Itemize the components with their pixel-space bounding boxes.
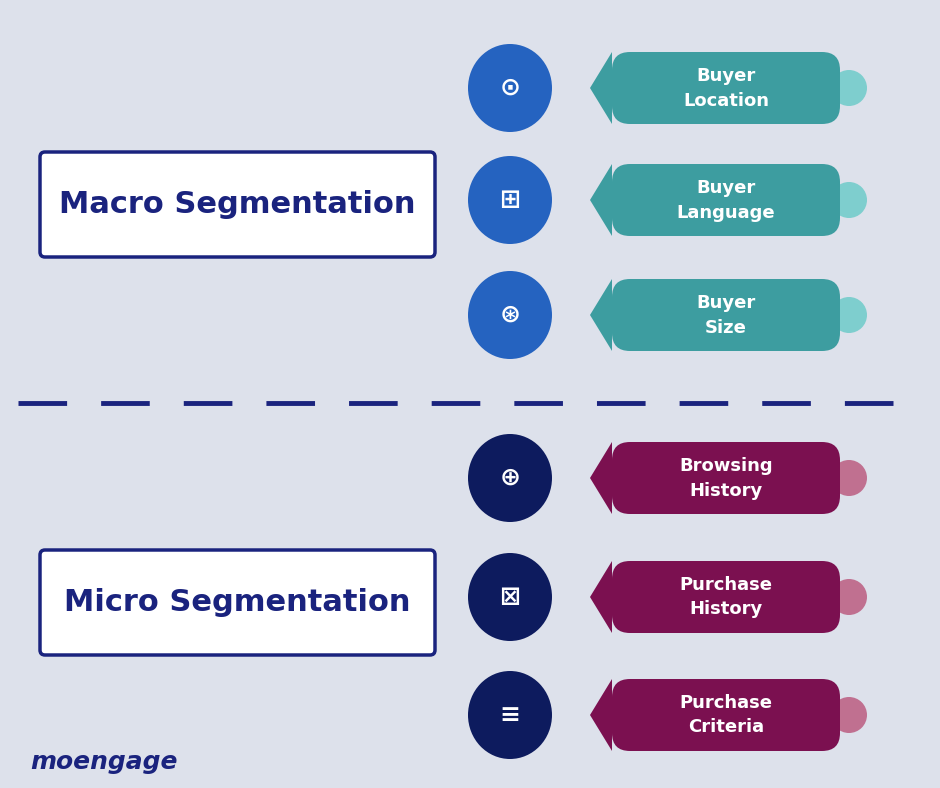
FancyBboxPatch shape bbox=[612, 679, 840, 751]
Circle shape bbox=[831, 70, 867, 106]
Text: ⊠: ⊠ bbox=[499, 585, 521, 609]
Text: Buyer
Size: Buyer Size bbox=[697, 293, 756, 336]
Polygon shape bbox=[590, 679, 612, 751]
Text: Macro Segmentation: Macro Segmentation bbox=[59, 190, 415, 219]
Polygon shape bbox=[590, 561, 612, 633]
Text: ≡: ≡ bbox=[499, 703, 521, 727]
Text: Browsing
History: Browsing History bbox=[680, 456, 773, 500]
Ellipse shape bbox=[468, 553, 552, 641]
FancyBboxPatch shape bbox=[612, 164, 840, 236]
Polygon shape bbox=[590, 442, 612, 514]
Ellipse shape bbox=[468, 156, 552, 244]
Text: Purchase
History: Purchase History bbox=[680, 575, 773, 619]
FancyBboxPatch shape bbox=[612, 442, 840, 514]
Ellipse shape bbox=[468, 44, 552, 132]
Ellipse shape bbox=[468, 671, 552, 759]
Polygon shape bbox=[590, 279, 612, 351]
Text: ⊞: ⊞ bbox=[499, 188, 521, 212]
Circle shape bbox=[831, 697, 867, 733]
Ellipse shape bbox=[468, 434, 552, 522]
Polygon shape bbox=[590, 52, 612, 124]
Circle shape bbox=[831, 182, 867, 218]
FancyBboxPatch shape bbox=[40, 550, 435, 655]
Text: ⊛: ⊛ bbox=[499, 303, 521, 327]
Text: Buyer
Language: Buyer Language bbox=[677, 179, 776, 221]
Text: ⊙: ⊙ bbox=[499, 76, 521, 100]
Text: ⊕: ⊕ bbox=[499, 466, 521, 490]
FancyBboxPatch shape bbox=[612, 561, 840, 633]
Circle shape bbox=[831, 297, 867, 333]
FancyBboxPatch shape bbox=[40, 152, 435, 257]
Circle shape bbox=[831, 579, 867, 615]
Polygon shape bbox=[590, 164, 612, 236]
Circle shape bbox=[831, 460, 867, 496]
Text: Purchase
Criteria: Purchase Criteria bbox=[680, 693, 773, 737]
Text: Micro Segmentation: Micro Segmentation bbox=[64, 588, 411, 617]
Text: Buyer
Location: Buyer Location bbox=[683, 66, 769, 110]
Text: moengage: moengage bbox=[30, 750, 178, 774]
FancyBboxPatch shape bbox=[612, 279, 840, 351]
Ellipse shape bbox=[468, 271, 552, 359]
FancyBboxPatch shape bbox=[612, 52, 840, 124]
